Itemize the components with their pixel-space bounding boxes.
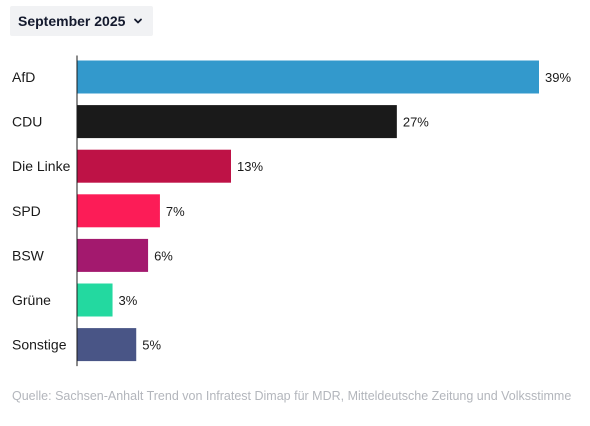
category-label: Grüne (12, 292, 51, 308)
value-label: 7% (166, 204, 185, 219)
category-label: Sonstige (12, 337, 67, 353)
chevron-down-icon (134, 18, 143, 24)
bar (77, 60, 539, 94)
category-label: Die Linke (12, 158, 71, 174)
value-label: 3% (119, 293, 138, 308)
period-dropdown-label: September 2025 (18, 13, 126, 29)
value-label: 6% (154, 248, 173, 263)
period-dropdown[interactable]: September 2025 (10, 6, 154, 36)
value-label: 39% (545, 70, 571, 85)
value-label: 27% (403, 115, 429, 130)
category-label: CDU (12, 114, 42, 130)
bar (77, 105, 397, 139)
bar (77, 238, 149, 272)
bar (77, 283, 113, 317)
category-label: SPD (12, 203, 41, 219)
bar (77, 149, 231, 183)
category-label: BSW (12, 247, 45, 263)
bar (77, 328, 137, 362)
value-label: 5% (142, 338, 161, 353)
source-note: Quelle: Sachsen-Anhalt Trend von Infrate… (12, 389, 572, 403)
value-label: 13% (237, 159, 263, 174)
bar (77, 194, 160, 228)
poll-bar-chart: AfD 39% CDU 27% Die Linke 13% SPD 7% BSW 6% Grüne 3… (12, 55, 571, 367)
category-label: AfD (12, 69, 35, 85)
